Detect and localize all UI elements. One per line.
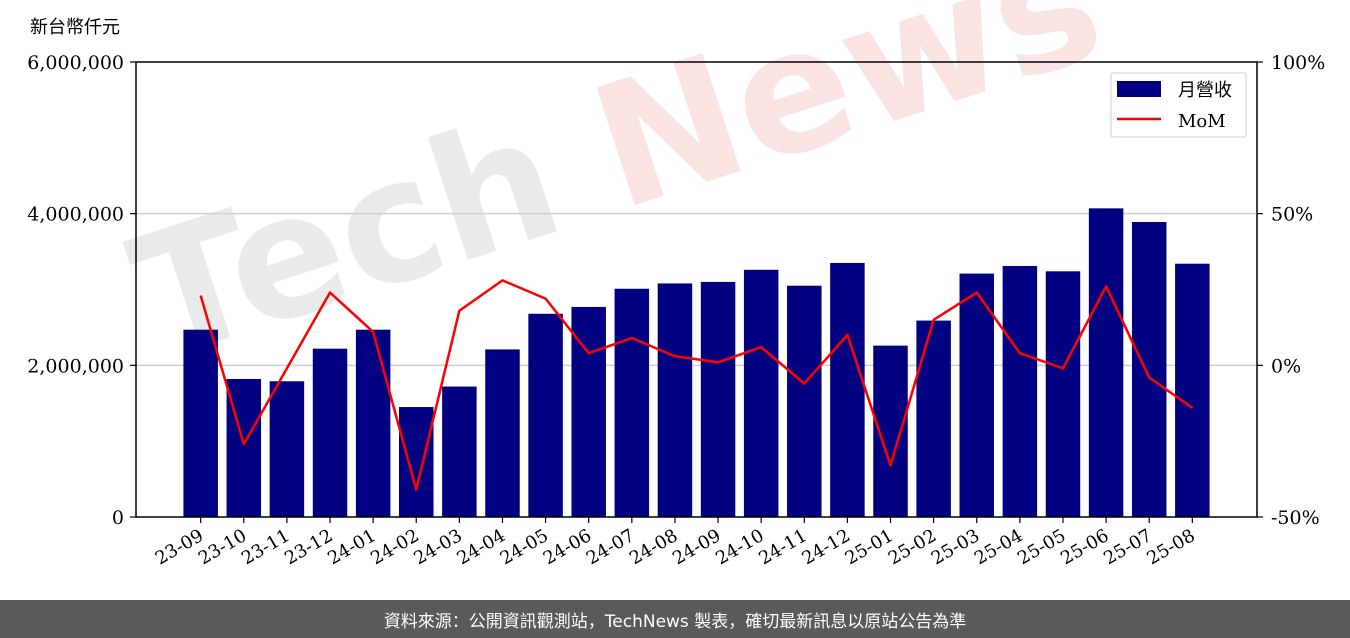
revenue-bar [743, 269, 779, 517]
x-tick-label: 24-09 [669, 525, 724, 569]
plot-frame [135, 61, 1258, 518]
x-tick-label: 23-10 [195, 525, 250, 569]
revenue-bar [657, 283, 693, 517]
x-tick-label: 24-07 [583, 525, 638, 569]
y-left-tick-label: 2,000,000 [27, 355, 124, 377]
y-left-tick-label: 4,000,000 [27, 204, 124, 226]
revenue-bar [1002, 265, 1038, 517]
x-tick-label: 24-05 [497, 525, 552, 569]
legend-label-revenue: 月營收 [1178, 80, 1232, 101]
revenue-bar [355, 329, 391, 517]
revenue-bar [614, 288, 650, 517]
revenue-bar [399, 407, 434, 517]
revenue-bar [830, 262, 865, 517]
revenue-bar [1175, 263, 1210, 517]
revenue-bar [571, 306, 606, 517]
x-tick-label: 24-04 [454, 525, 509, 569]
revenue-bar [485, 349, 520, 517]
x-tick-label: 24-11 [755, 525, 810, 569]
watermark-news: News [571, 0, 1123, 249]
x-tick-label: 25-08 [1143, 525, 1198, 569]
y-left-tick-label: 6,000,000 [27, 52, 124, 74]
x-tick-label: 25-02 [885, 525, 940, 569]
legend-label-mom: MoM [1178, 111, 1226, 132]
y-right-tick-label: 0% [1271, 355, 1301, 377]
revenue-bar [700, 281, 736, 517]
revenue-bar [959, 273, 994, 517]
x-tick-label: 25-06 [1057, 525, 1112, 569]
chart-svg: Tech News 02,000,0004,000,0006,000,000-5… [27, 0, 1325, 569]
revenue-bar [1088, 208, 1124, 517]
x-tick-label: 24-01 [324, 525, 379, 569]
x-tick-label: 24-10 [712, 525, 767, 569]
x-tick-label: 25-04 [971, 525, 1026, 569]
x-tick-label: 24-03 [410, 525, 465, 569]
revenue-bar [916, 320, 951, 517]
revenue-bar [787, 285, 822, 517]
revenue-bar [269, 381, 305, 517]
y-axis-unit-label: 新台幣仟元 [30, 17, 120, 38]
x-tick-label: 24-02 [367, 525, 422, 569]
revenue-bar [312, 348, 348, 517]
x-tick-label: 25-03 [928, 525, 983, 569]
revenue-bar [528, 313, 563, 517]
revenue-chart: Tech News 0 2,000,000 4,000,000 6,000,000 -5… [27, 0, 1325, 569]
mom-line [199, 279, 1194, 491]
mom-series-line [199, 279, 1194, 491]
y-right-tick-label: 50% [1271, 204, 1313, 226]
legend: 月營收 MoM [1110, 72, 1247, 138]
x-tick-label: 24-08 [626, 525, 681, 569]
x-tick-label: 25-01 [842, 525, 897, 569]
x-tick-label: 25-05 [1014, 525, 1069, 569]
x-tick-label: 23-11 [238, 525, 293, 569]
source-footer: 資料來源：公開資訊觀測站，TechNews 製表，確切最新訊息以原站公告為準 [0, 600, 1350, 638]
y-right-tick-label: -50% [1271, 507, 1320, 529]
x-tick-label: 24-06 [540, 525, 595, 569]
x-tick-label: 24-12 [798, 525, 853, 569]
y-right-tick-label: 100% [1271, 52, 1325, 74]
x-tick-label: 25-07 [1100, 525, 1155, 569]
footer-text: 資料來源：公開資訊觀測站，TechNews 製表，確切最新訊息以原站公告為準 [383, 611, 967, 632]
revenue-bar [442, 386, 477, 517]
revenue-bar [1045, 271, 1081, 517]
y-left-tick-label: 0 [112, 507, 124, 529]
revenue-bar [183, 329, 218, 517]
legend-swatch-revenue [1117, 81, 1161, 97]
revenue-bar [1131, 222, 1167, 517]
x-tick-label: 23-12 [281, 525, 336, 569]
x-tick-label: 23-09 [152, 525, 207, 569]
